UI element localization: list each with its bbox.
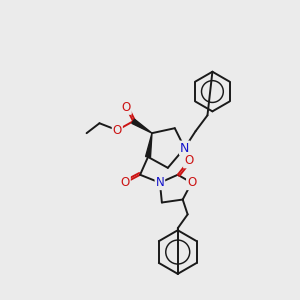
Text: O: O: [187, 176, 196, 189]
Text: O: O: [121, 176, 130, 189]
Text: O: O: [122, 101, 131, 114]
Text: N: N: [180, 142, 189, 154]
Text: O: O: [184, 154, 193, 167]
Polygon shape: [132, 119, 152, 133]
Text: O: O: [113, 124, 122, 137]
Text: N: N: [155, 176, 164, 189]
Polygon shape: [146, 133, 152, 157]
